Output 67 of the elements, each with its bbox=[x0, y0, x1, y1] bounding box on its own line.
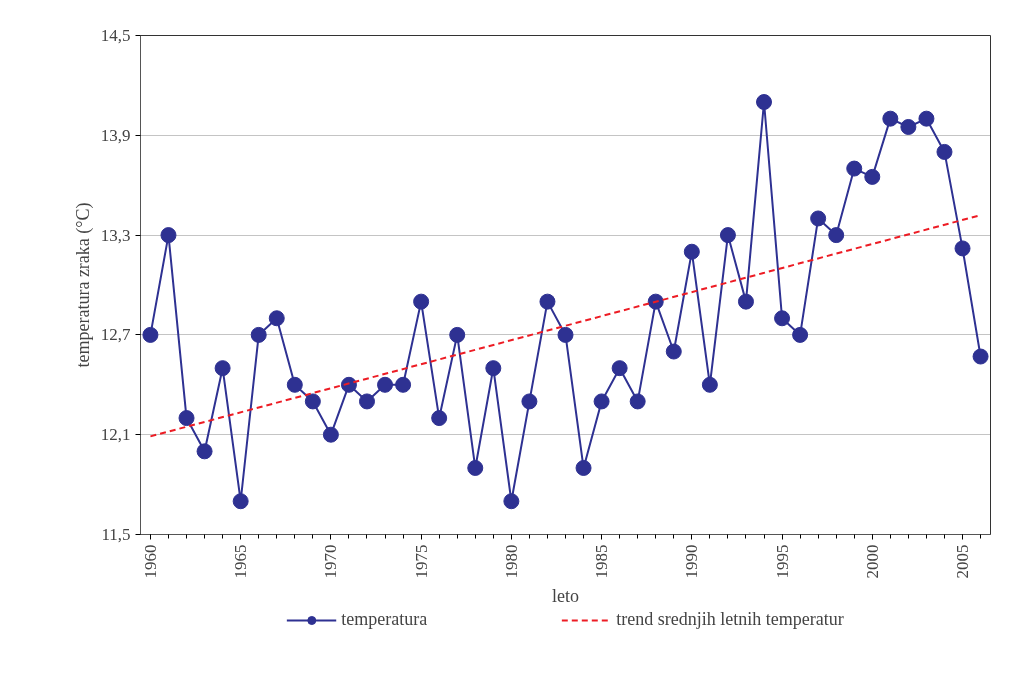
x-tick-label: 1990 bbox=[682, 544, 702, 579]
point bbox=[828, 227, 845, 244]
x-tick-label: 1970 bbox=[321, 544, 341, 579]
point bbox=[178, 410, 195, 427]
point bbox=[792, 326, 809, 343]
point bbox=[936, 143, 953, 160]
point bbox=[268, 310, 285, 327]
point bbox=[485, 360, 502, 377]
x-tick-label: 2005 bbox=[953, 544, 973, 579]
x-tick-label: 1965 bbox=[231, 544, 251, 579]
point bbox=[972, 348, 989, 365]
point bbox=[214, 360, 231, 377]
y-tick-label: 14,5 bbox=[100, 26, 131, 45]
x-tick-label: 1995 bbox=[772, 544, 792, 579]
point bbox=[340, 376, 357, 393]
legend-label: temperatura bbox=[341, 609, 429, 630]
point bbox=[918, 110, 935, 127]
point bbox=[232, 493, 249, 510]
legend-label: trend srednjih letnih temperatur bbox=[616, 609, 844, 630]
y-tick-label: 12,7 bbox=[100, 325, 131, 345]
y-tick-label: 11,5 bbox=[101, 525, 131, 544]
y-axis-title: temperatura zraka (°C) bbox=[72, 202, 94, 368]
point bbox=[629, 393, 646, 410]
point bbox=[503, 493, 520, 510]
point bbox=[467, 459, 484, 476]
point bbox=[196, 443, 213, 460]
point bbox=[377, 376, 394, 393]
point bbox=[539, 293, 556, 310]
y-tick-label: 13,9 bbox=[100, 125, 131, 145]
point bbox=[647, 293, 664, 310]
point bbox=[882, 110, 899, 127]
y-tick-label: 12,1 bbox=[100, 425, 131, 445]
x-tick-label: 1960 bbox=[140, 544, 160, 579]
point bbox=[846, 160, 863, 177]
y-tick-label: 13,3 bbox=[100, 225, 131, 245]
point bbox=[521, 393, 538, 410]
x-tick-label: 2000 bbox=[862, 544, 882, 579]
point bbox=[250, 326, 267, 343]
point bbox=[810, 210, 827, 227]
point bbox=[160, 227, 177, 244]
point bbox=[954, 240, 971, 257]
point bbox=[395, 376, 412, 393]
point bbox=[286, 376, 303, 393]
point bbox=[756, 94, 773, 111]
x-tick-label: 1985 bbox=[592, 544, 612, 579]
x-tick-label: 1980 bbox=[501, 544, 521, 579]
point bbox=[557, 326, 574, 343]
point bbox=[575, 459, 592, 476]
point bbox=[665, 343, 682, 360]
point bbox=[701, 376, 718, 393]
point bbox=[431, 410, 448, 427]
point bbox=[304, 393, 321, 410]
point bbox=[719, 227, 736, 244]
x-tick-label: 1975 bbox=[411, 544, 431, 579]
point bbox=[864, 168, 881, 185]
point bbox=[900, 119, 917, 135]
point bbox=[449, 326, 466, 343]
point bbox=[142, 326, 159, 343]
point bbox=[737, 293, 754, 310]
point bbox=[683, 243, 700, 260]
point bbox=[358, 393, 375, 410]
point bbox=[322, 426, 339, 443]
point bbox=[413, 293, 430, 310]
point bbox=[611, 360, 628, 377]
point bbox=[774, 310, 791, 327]
point bbox=[593, 393, 610, 410]
x-axis-title: leto bbox=[552, 586, 579, 607]
